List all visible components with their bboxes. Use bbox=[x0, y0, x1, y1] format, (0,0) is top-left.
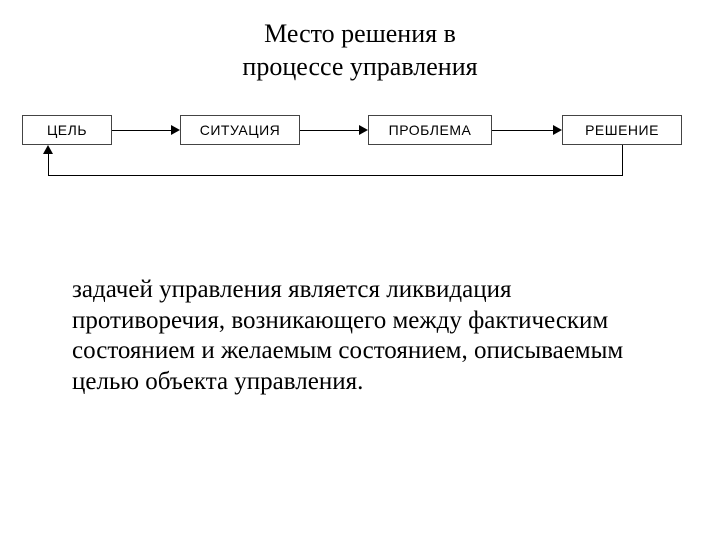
arrowhead-icon bbox=[553, 125, 562, 135]
edge-problem-decision bbox=[492, 130, 553, 131]
body-paragraph: задачей управления является ликвидация п… bbox=[0, 275, 720, 397]
feedback-down bbox=[622, 145, 623, 175]
feedback-across bbox=[48, 175, 623, 176]
node-goal-label: ЦЕЛЬ bbox=[47, 122, 87, 138]
arrowhead-up-icon bbox=[43, 145, 53, 154]
title-line-1: Место решения в bbox=[0, 18, 720, 51]
node-problem: ПРОБЛЕМА bbox=[368, 115, 492, 145]
flowchart: ЦЕЛЬ СИТУАЦИЯ ПРОБЛЕМА РЕШЕНИЕ bbox=[0, 103, 720, 223]
arrowhead-icon bbox=[171, 125, 180, 135]
node-decision-label: РЕШЕНИЕ bbox=[585, 122, 659, 138]
node-goal: ЦЕЛЬ bbox=[22, 115, 112, 145]
edge-goal-situation bbox=[112, 130, 171, 131]
node-problem-label: ПРОБЛЕМА bbox=[389, 122, 472, 138]
node-decision: РЕШЕНИЕ bbox=[562, 115, 682, 145]
edge-situation-problem bbox=[300, 130, 359, 131]
feedback-up bbox=[48, 153, 49, 175]
node-situation-label: СИТУАЦИЯ bbox=[200, 122, 281, 138]
page-title: Место решения в процессе управления bbox=[0, 0, 720, 83]
title-line-2: процессе управления bbox=[0, 51, 720, 84]
node-situation: СИТУАЦИЯ bbox=[180, 115, 300, 145]
arrowhead-icon bbox=[359, 125, 368, 135]
